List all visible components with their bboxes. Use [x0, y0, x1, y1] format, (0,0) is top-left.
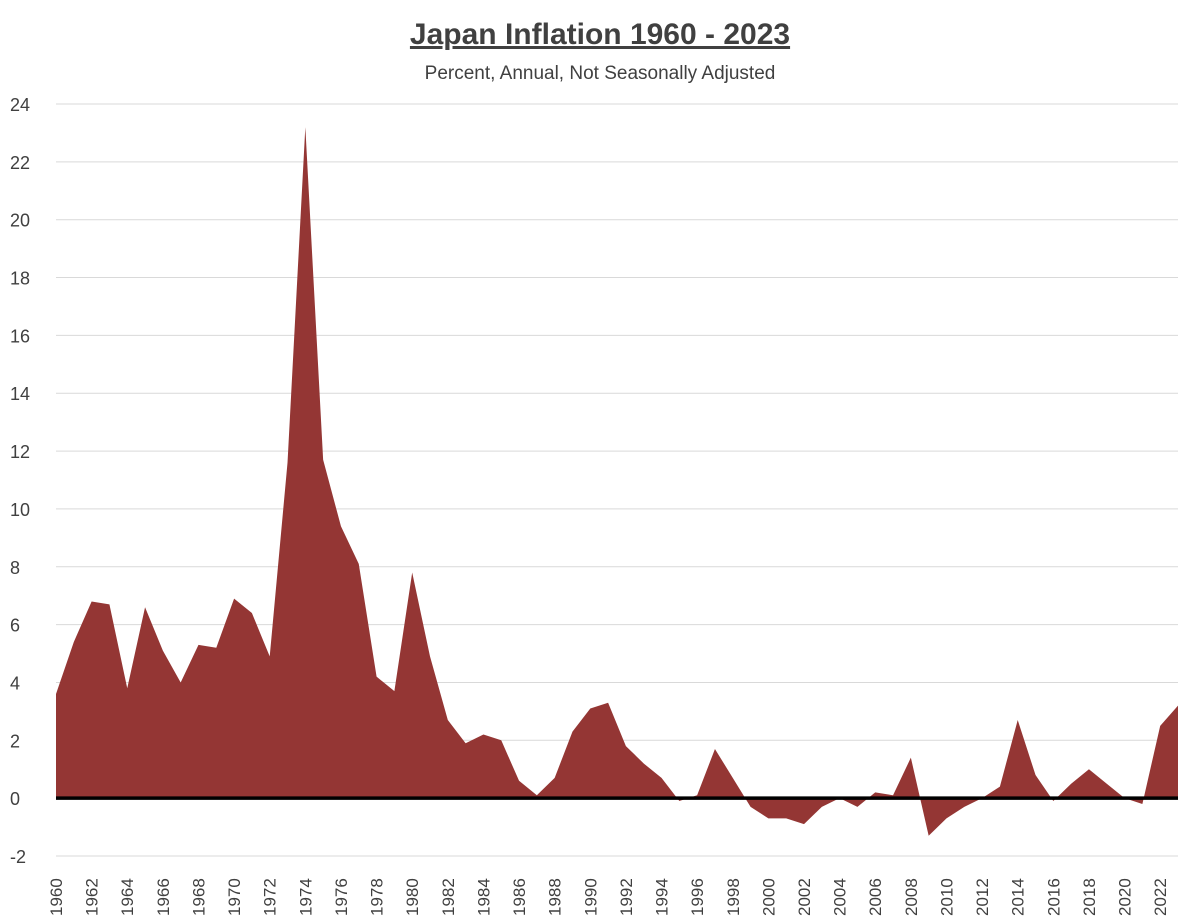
- x-tick-label: 2018: [1080, 878, 1099, 916]
- x-tick-label: 2008: [902, 878, 921, 916]
- x-tick-label: 1974: [296, 878, 315, 916]
- y-tick-label: 4: [10, 673, 20, 693]
- x-tick-label: 2000: [759, 878, 778, 916]
- y-tick-label: 6: [10, 616, 20, 636]
- y-tick-label: 24: [10, 95, 30, 115]
- x-tick-label: 1984: [474, 878, 493, 916]
- x-tick-label: 1988: [546, 878, 565, 916]
- x-tick-label: 2020: [1116, 878, 1135, 916]
- x-tick-label: 1962: [83, 878, 102, 916]
- x-tick-label: 1972: [261, 878, 280, 916]
- y-tick-label: 16: [10, 326, 30, 346]
- x-tick-label: 2002: [795, 878, 814, 916]
- x-tick-label: 2010: [937, 878, 956, 916]
- x-tick-label: 1982: [439, 878, 458, 916]
- chart-title: Japan Inflation 1960 - 2023: [409, 18, 791, 51]
- x-tick-label: 1996: [688, 878, 707, 916]
- x-tick-label: 2016: [1044, 878, 1063, 916]
- x-axis: 1960 1962 1964 1966 1968 1970 1972 1974 1976 1978…: [47, 878, 1170, 916]
- y-tick-label: 10: [10, 500, 30, 520]
- x-tick-label: 1968: [189, 878, 208, 916]
- inflation-area: [56, 127, 1178, 836]
- x-tick-label: 1990: [581, 878, 600, 916]
- x-tick-label: 1970: [225, 878, 244, 916]
- y-tick-label: 22: [10, 153, 30, 173]
- x-tick-label: 2006: [866, 878, 885, 916]
- x-tick-label: 1960: [47, 878, 66, 916]
- y-tick-label: 14: [10, 384, 30, 404]
- y-tick-label: 20: [10, 211, 30, 231]
- y-tick-label: 18: [10, 269, 30, 289]
- x-tick-label: 1976: [332, 878, 351, 916]
- chart-subtitle: Percent, Annual, Not Seasonally Adjusted: [424, 63, 776, 84]
- x-tick-label: 2014: [1009, 878, 1028, 916]
- y-tick-label: -2: [10, 847, 26, 867]
- x-tick-label: 1966: [154, 878, 173, 916]
- x-tick-label: 2012: [973, 878, 992, 916]
- x-tick-label: 1994: [653, 878, 672, 916]
- x-tick-label: 1986: [510, 878, 529, 916]
- x-tick-label: 1992: [617, 878, 636, 916]
- x-tick-label: 2022: [1151, 878, 1170, 916]
- y-tick-label: 8: [10, 558, 20, 578]
- x-tick-label: 1978: [368, 878, 387, 916]
- y-tick-label: 2: [10, 731, 20, 751]
- y-tick-label: 12: [10, 442, 30, 462]
- plot-area: [56, 127, 1178, 836]
- x-tick-label: 1998: [724, 878, 743, 916]
- x-tick-label: 2004: [831, 878, 850, 916]
- gridlines: [56, 103, 1178, 857]
- y-tick-label: 0: [10, 789, 20, 809]
- x-tick-label: 1964: [118, 878, 137, 916]
- x-tick-label: 1980: [403, 878, 422, 916]
